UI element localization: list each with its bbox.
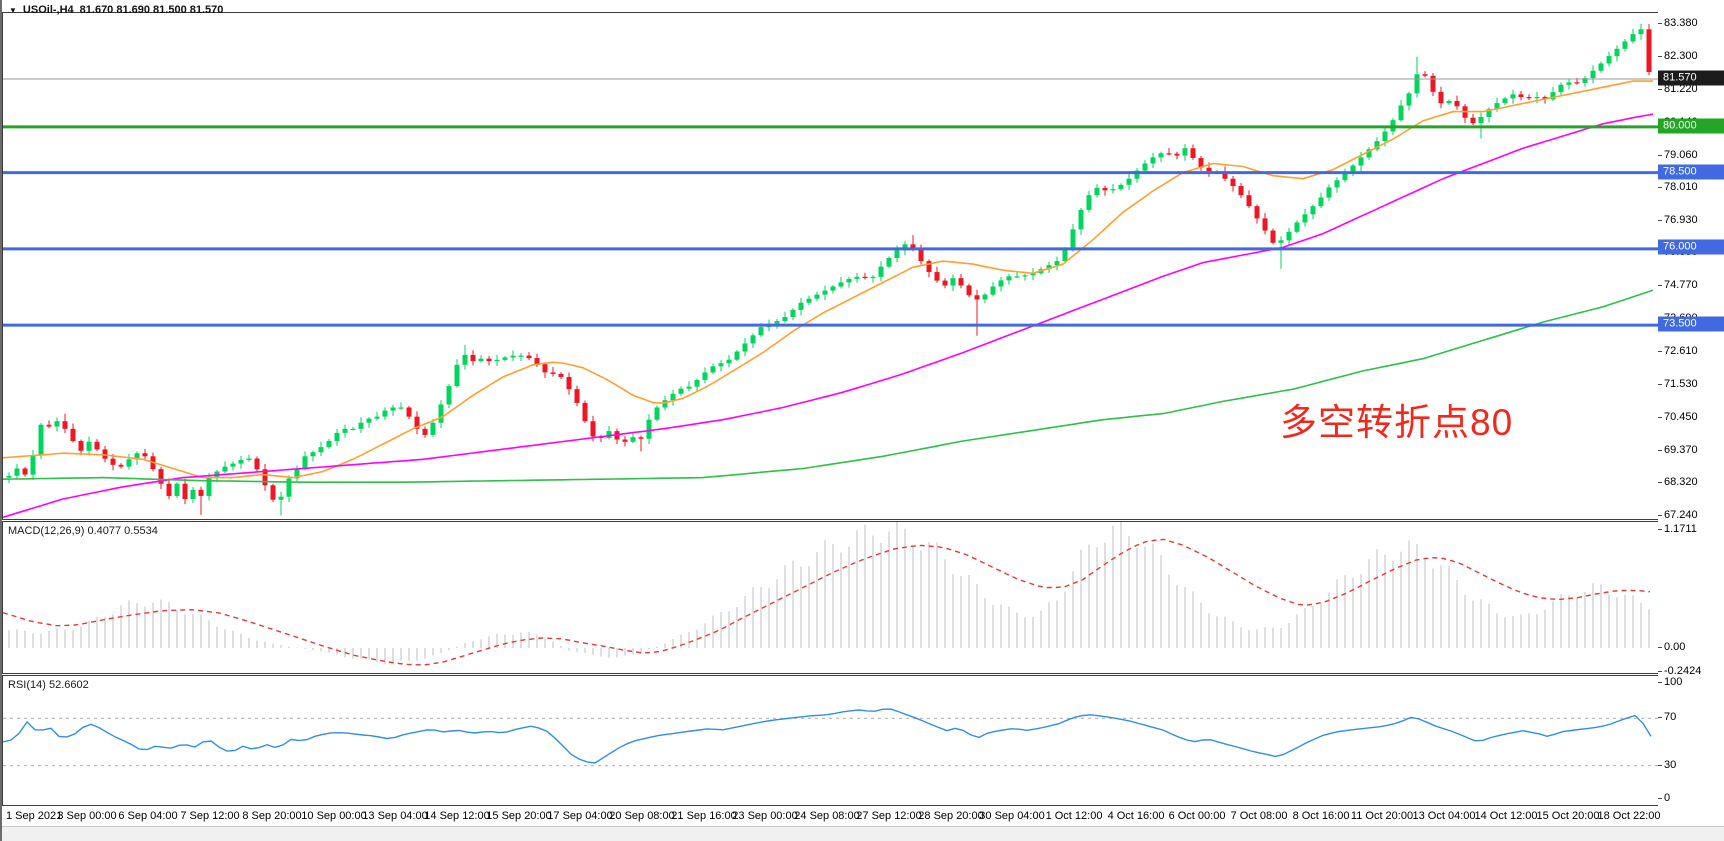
time-label: 6 Sep 04:00 — [118, 810, 178, 822]
level-badge-76: 76.000 — [1658, 239, 1724, 255]
time-label: 18 Oct 22:00 — [1597, 810, 1661, 822]
time-label: 13 Oct 04:00 — [1412, 810, 1476, 822]
price-tick-label: 74.770 — [1658, 279, 1698, 292]
time-label: 15 Sep 20:00 — [486, 810, 552, 822]
time-axis[interactable] — [2, 806, 1724, 826]
price-tick-label: 67.240 — [1658, 509, 1698, 522]
time-label: 15 Oct 20:00 — [1536, 810, 1600, 822]
price-tick-label: 69.370 — [1658, 444, 1698, 457]
rsi-indicator-pane[interactable]: RSI(14) 52.6602 — [2, 675, 1659, 806]
macd-tick-label: -0.2424 — [1657, 665, 1702, 677]
time-label: 17 Sep 04:00 — [547, 810, 613, 822]
time-label: 23 Sep 00:00 — [732, 810, 798, 822]
time-label: 21 Sep 16:00 — [671, 810, 737, 822]
level-badge-80: 80.000 — [1658, 118, 1724, 134]
time-label: 7 Oct 08:00 — [1230, 810, 1288, 822]
chart-dropdown-caret-icon[interactable]: ▼ — [9, 5, 17, 15]
window-bottom-strip — [2, 826, 1724, 841]
level-badge-78-5: 78.500 — [1658, 164, 1724, 180]
time-label: 8 Oct 16:00 — [1292, 810, 1350, 822]
rsi-tick-label: 100 — [1657, 676, 1683, 688]
chart-title: ▼ USOil-,H4 81.670 81.690 81.500 81.570 — [9, 3, 223, 17]
candlestick-chart[interactable] — [3, 13, 1658, 519]
price-tick-label: 83.380 — [1658, 16, 1698, 29]
ohlc-values: 81.670 81.690 81.500 81.570 — [79, 4, 224, 16]
price-tick-label: 68.320 — [1658, 476, 1698, 489]
time-label: 11 Oct 20:00 — [1350, 810, 1414, 822]
price-tick-label: 70.450 — [1658, 411, 1698, 424]
current-price-badge: 81.570 — [1658, 70, 1724, 86]
time-label: 6 Oct 00:00 — [1168, 810, 1226, 822]
macd-label: MACD(12,26,9) 0.4077 0.5534 — [8, 525, 158, 537]
rsi-tick-label: 70 — [1657, 711, 1677, 724]
time-label: 14 Oct 12:00 — [1474, 810, 1538, 822]
rsi-tick-label: 0 — [1657, 792, 1671, 804]
time-label: 20 Sep 08:00 — [609, 810, 675, 822]
macd-indicator-pane[interactable]: MACD(12,26,9) 0.4077 0.5534 — [2, 521, 1659, 674]
price-chart-pane[interactable] — [2, 12, 1659, 520]
time-label: 13 Sep 04:00 — [362, 810, 428, 822]
level-badge-73-5: 73.500 — [1658, 316, 1724, 332]
price-tick-label: 72.610 — [1658, 345, 1698, 358]
time-label: 27 Sep 12:00 — [856, 810, 922, 822]
macd-histogram-chart[interactable] — [3, 522, 1658, 673]
time-label: 1 Oct 12:00 — [1045, 810, 1103, 822]
rsi-tick-label: 30 — [1657, 758, 1677, 771]
time-label: 1 Sep 2021 — [6, 810, 63, 822]
symbol-timeframe-label: USOil-,H4 — [22, 4, 74, 16]
macd-tick-label: 0.00 — [1657, 641, 1686, 653]
price-tick-label: 82.300 — [1658, 49, 1698, 62]
time-label: 28 Sep 20:00 — [918, 810, 984, 822]
macd-tick-label: 1.1711 — [1658, 522, 1697, 535]
price-tick-label: 71.530 — [1658, 378, 1698, 391]
price-tick-label: 76.930 — [1658, 213, 1698, 226]
rsi-line-chart[interactable] — [3, 676, 1658, 805]
time-label: 4 Oct 16:00 — [1107, 810, 1165, 822]
time-label: 7 Sep 12:00 — [180, 810, 240, 822]
price-tick-label: 79.060 — [1658, 148, 1698, 161]
time-label: 10 Sep 00:00 — [301, 810, 367, 822]
time-label: 8 Sep 20:00 — [242, 810, 302, 822]
price-tick-label: 78.010 — [1658, 180, 1698, 193]
price-axis[interactable] — [1658, 12, 1724, 806]
time-label: 14 Sep 12:00 — [424, 810, 490, 822]
time-label: 30 Sep 04:00 — [979, 810, 1045, 822]
time-label: 3 Sep 00:00 — [57, 810, 117, 822]
price-tick-label: 81.220 — [1658, 82, 1698, 95]
rsi-label: RSI(14) 52.6602 — [8, 679, 89, 691]
time-label: 24 Sep 08:00 — [794, 810, 860, 822]
chart-text-annotation[interactable]: 多空转折点80 — [1280, 402, 1514, 443]
